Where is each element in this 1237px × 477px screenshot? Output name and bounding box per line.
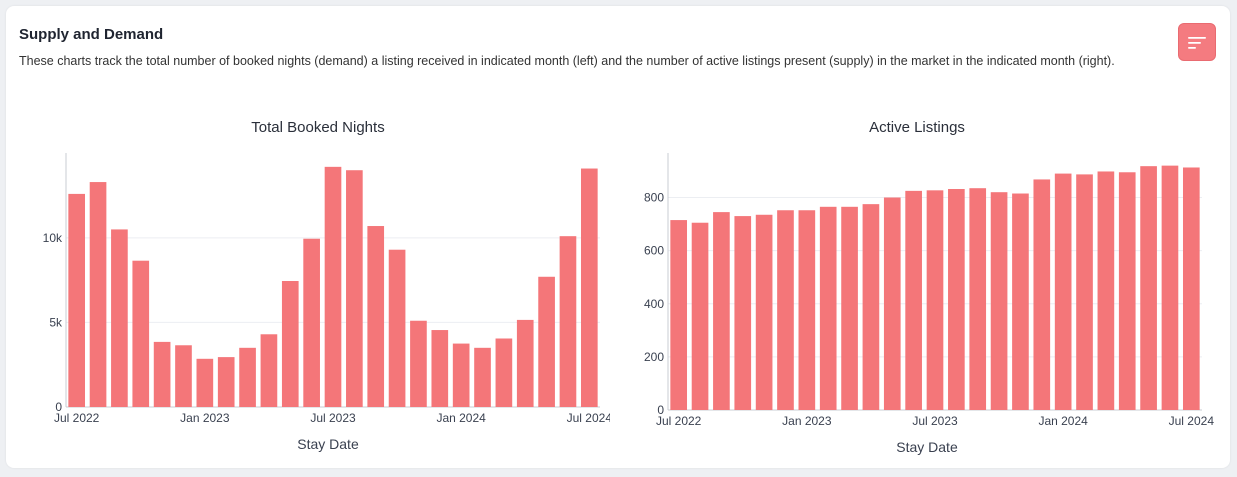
bar-2024-06[interactable]	[1161, 165, 1179, 411]
bar-2024-07[interactable]	[580, 168, 598, 407]
bar-2024-01[interactable]	[452, 343, 470, 407]
y-tick-label: 10k	[43, 231, 63, 245]
y-tick-label: 800	[644, 191, 664, 205]
bar-2022-09[interactable]	[111, 229, 128, 407]
bar-2023-03[interactable]	[841, 206, 858, 410]
bar-2022-12[interactable]	[175, 345, 192, 407]
bar-2024-02[interactable]	[1076, 174, 1093, 410]
x-tick-label: Jul 2023	[310, 411, 356, 425]
active-listings-chart: Active Listings 0 200 400 600 800 Jul 2022 Jan …	[644, 119, 1215, 455]
bar-2022-10[interactable]	[132, 260, 150, 407]
bar-2024-07[interactable]	[1182, 167, 1200, 410]
x-tick-label: Jul 2022	[656, 414, 702, 428]
bar-2023-07[interactable]	[324, 166, 342, 407]
bar-2023-08[interactable]	[948, 189, 965, 410]
y-tick-label: 0	[55, 400, 62, 414]
bar-2023-09[interactable]	[367, 226, 385, 407]
bar-2023-02[interactable]	[819, 206, 837, 410]
bar-2022-07[interactable]	[68, 193, 86, 407]
bar-2024-01[interactable]	[1054, 173, 1072, 410]
bar-2023-01[interactable]	[798, 210, 816, 410]
bar-2023-05[interactable]	[281, 281, 299, 407]
bar-2023-09[interactable]	[969, 188, 987, 410]
y-tick-label: 400	[644, 297, 664, 311]
bar-2022-11[interactable]	[153, 341, 171, 407]
bar-2023-11[interactable]	[410, 320, 427, 407]
y-tick-label: 0	[657, 403, 664, 417]
bar-2023-04[interactable]	[862, 204, 880, 410]
bar-2022-08[interactable]	[691, 222, 709, 410]
card-title: Supply and Demand	[19, 26, 164, 43]
x-tick-label: Jan 2023	[782, 414, 832, 428]
bar-2023-12[interactable]	[431, 330, 449, 407]
chart-menu-button[interactable]	[1178, 23, 1216, 61]
bar-2023-11[interactable]	[1012, 193, 1029, 410]
bar-2022-08[interactable]	[89, 182, 107, 407]
x-axis-title: Stay Date	[896, 439, 958, 455]
bar-2022-07[interactable]	[670, 220, 688, 410]
x-tick-label: Jul 2024	[1169, 414, 1215, 428]
bar-2023-08[interactable]	[346, 170, 363, 407]
filter-lines-icon	[1188, 37, 1206, 49]
bar-2023-06[interactable]	[303, 238, 320, 407]
bar-2023-06[interactable]	[905, 190, 922, 410]
bar-2024-05[interactable]	[1140, 166, 1157, 410]
chart-title: Active Listings	[869, 119, 965, 136]
bar-2024-03[interactable]	[1097, 171, 1115, 410]
bar-2024-05[interactable]	[538, 276, 555, 407]
x-tick-label: Jan 2023	[180, 411, 230, 425]
x-tick-label: Jul 2023	[912, 414, 958, 428]
bar-2023-03[interactable]	[239, 347, 256, 407]
chart-title: Total Booked Nights	[251, 119, 384, 136]
bar-2023-04[interactable]	[260, 334, 278, 407]
x-tick-label: Jan 2024	[1038, 414, 1088, 428]
x-tick-label: Jan 2024	[436, 411, 486, 425]
booked-nights-chart: Total Booked Nights 0 5k 10k Jul 2022 Jan 202…	[43, 119, 610, 452]
bar-2024-06[interactable]	[559, 236, 577, 407]
card-description: These charts track the total number of b…	[19, 54, 1115, 68]
bar-2023-10[interactable]	[388, 249, 406, 407]
bar-2023-07[interactable]	[926, 190, 944, 410]
bar-2022-09[interactable]	[713, 212, 730, 410]
bar-2023-05[interactable]	[883, 197, 901, 411]
bar-2022-12[interactable]	[777, 210, 794, 410]
x-tick-label: Jul 2024	[567, 411, 610, 425]
y-tick-label: 5k	[49, 315, 63, 329]
bar-2024-04[interactable]	[516, 319, 534, 407]
bar-2023-12[interactable]	[1033, 179, 1051, 410]
y-tick-label: 600	[644, 244, 664, 258]
bar-2022-11[interactable]	[755, 214, 773, 410]
bar-2022-10[interactable]	[734, 216, 752, 410]
bar-2023-02[interactable]	[217, 357, 235, 407]
bar-2024-03[interactable]	[495, 338, 513, 408]
y-tick-label: 200	[644, 350, 664, 364]
bar-2024-04[interactable]	[1118, 172, 1136, 410]
bar-2023-01[interactable]	[196, 358, 214, 407]
x-tick-label: Jul 2022	[54, 411, 100, 425]
bar-2023-10[interactable]	[990, 192, 1008, 410]
bar-2024-02[interactable]	[474, 347, 491, 407]
x-axis-title: Stay Date	[297, 436, 359, 452]
